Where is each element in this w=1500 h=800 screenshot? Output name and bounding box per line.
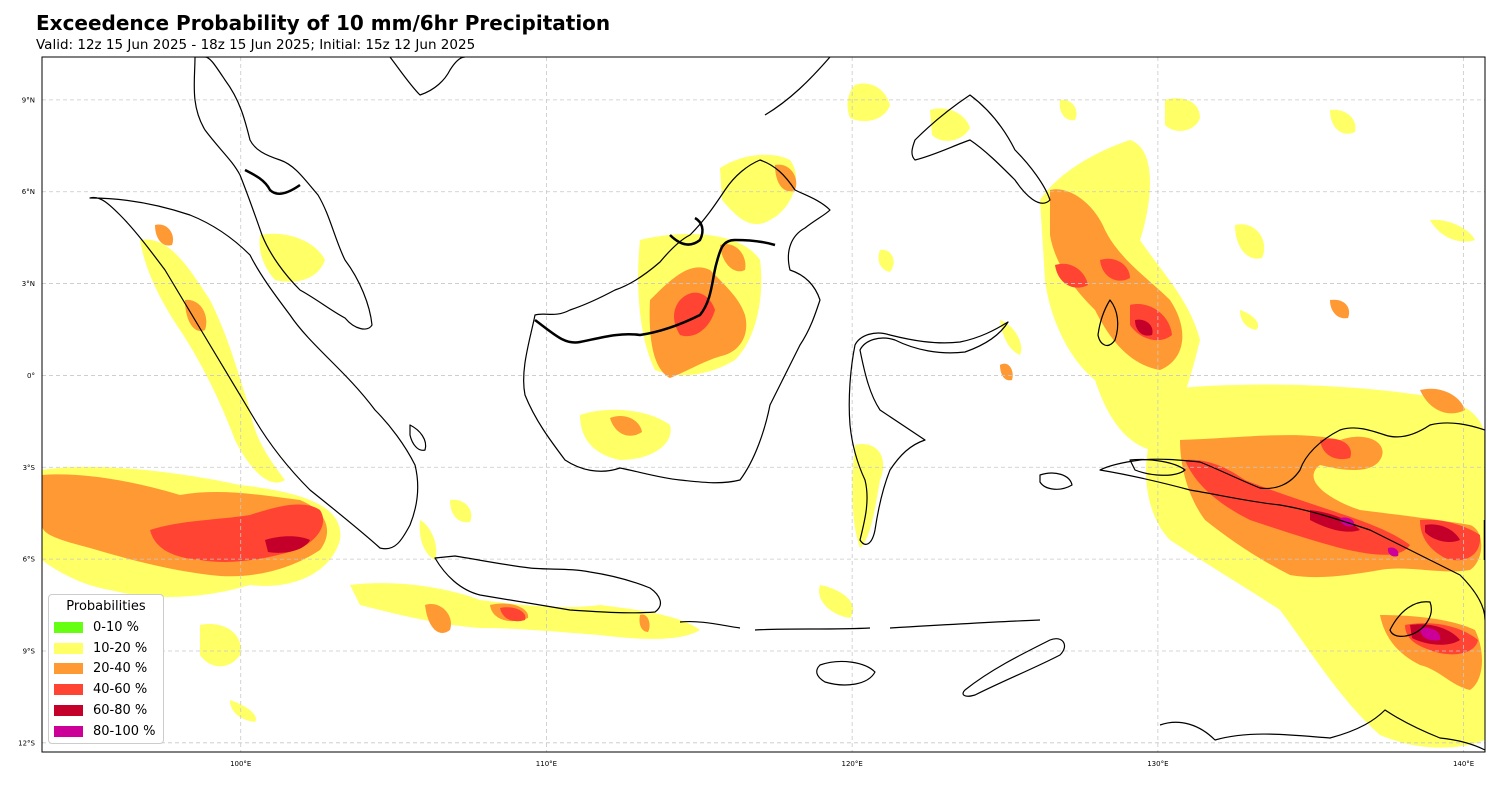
legend-swatch [54,663,83,675]
legend-label: 80-100 % [93,723,156,739]
legend-item: 10-20 % [49,638,163,659]
longitude-tick-labels: 100°E 110°E 120°E 130°E 140°E [230,760,1474,768]
map-frame [41,56,1486,753]
seram-coast [1129,458,1186,476]
legend-item: 40-60 % [49,679,163,700]
legend-label: 20-40 % [93,661,148,677]
new-guinea-coast [1099,422,1485,621]
lon-tick-label: 110°E [536,760,557,768]
malay-peninsula-coast [193,57,373,330]
legend-label: 0-10 % [93,619,139,635]
probability-legend: Probabilities 0-10 % 10-20 % 20-40 % 40-60 … [48,594,164,744]
national-borders [244,168,1485,560]
philippines-coast [764,57,1051,204]
lat-tick-label: 3°N [22,280,35,288]
bangka-coast [409,424,427,451]
legend-item: 80-100 % [49,721,163,742]
borneo-coast [523,159,831,484]
lat-tick-label: 0° [27,372,35,380]
legend-swatch [54,642,83,654]
legend-label: 60-80 % [93,703,148,719]
sabah-border [669,216,704,246]
australia-coast [1159,709,1485,751]
timor-coast [962,638,1065,697]
aru-coast [1389,601,1432,637]
lat-tick-label: 6°N [22,188,35,196]
coastlines [89,57,1485,751]
borneo-border [534,238,776,344]
sulawesi-coast [848,321,1009,545]
legend-item: 0-10 % [49,617,163,638]
latitude-tick-labels: 9°N 6°N 3°N 0° 3°S 6°S 9°S 12°S [18,96,35,747]
legend-label: 10-20 % [93,640,148,656]
lon-tick-label: 140°E [1453,760,1474,768]
probability-fields [42,83,1485,748]
halmahera-coast [1097,299,1119,347]
map-subtitle: Valid: 12z 15 Jun 2025 - 18z 15 Jun 2025… [36,37,476,53]
lat-tick-label: 9°N [22,96,35,104]
sumba-coast [816,660,876,686]
legend-swatch [54,725,83,737]
legend-items: 0-10 % 10-20 % 20-40 % 40-60 % 60-80 % 80-100… [49,617,163,742]
java-coast [434,555,662,614]
buru-coast [1039,472,1073,490]
thailand-malaysia-border [244,168,301,196]
lesser-sunda-coast [679,619,1041,631]
indochina-coast [389,57,466,96]
legend-label: 40-60 % [93,682,148,698]
legend-item: 20-40 % [49,659,163,680]
map-title: Exceedence Probability of 10 mm/6hr Prec… [36,11,611,35]
map-gridlines [42,57,1485,752]
lat-tick-label: 3°S [23,464,36,472]
lon-tick-label: 100°E [230,760,251,768]
lat-tick-label: 12°S [18,739,35,747]
prob-10-20-areas [42,83,1485,748]
legend-swatch [54,621,83,633]
legend-swatch [54,684,83,696]
lat-tick-label: 6°S [23,556,36,564]
legend-item: 60-80 % [49,700,163,721]
legend-swatch [54,705,83,717]
sumatra-coast [89,196,419,550]
legend-title: Probabilities [66,599,146,614]
lon-tick-label: 130°E [1147,760,1168,768]
lat-tick-label: 9°S [23,647,36,655]
lon-tick-label: 120°E [842,760,863,768]
